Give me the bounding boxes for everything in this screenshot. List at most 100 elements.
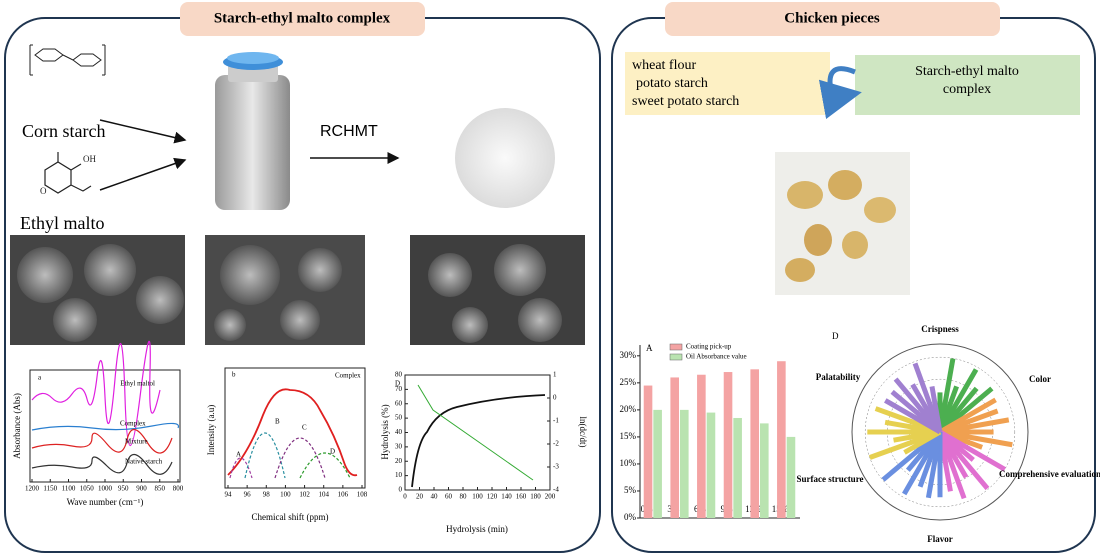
title-pill bbox=[665, 2, 1000, 36]
y-tick-label: 25% bbox=[620, 377, 637, 387]
panel-label: b bbox=[232, 371, 236, 379]
y-tick-label: 30 bbox=[395, 442, 403, 450]
x-tick-label: 98 bbox=[263, 491, 271, 499]
x-tick-label: 1050 bbox=[80, 485, 95, 493]
x-tick-label: 800 bbox=[173, 485, 184, 493]
x-tick-label: 94 bbox=[225, 491, 233, 499]
label: RCHMT bbox=[320, 123, 378, 140]
y-tick-label: 70 bbox=[395, 385, 403, 393]
title-pill bbox=[180, 2, 425, 36]
y-tick-label: 10% bbox=[620, 458, 637, 468]
label: Corn starch bbox=[22, 121, 105, 141]
y-tick-label: 15% bbox=[620, 431, 637, 441]
peak-label: A bbox=[236, 451, 241, 459]
bar bbox=[750, 369, 759, 518]
y-tick-label: 20% bbox=[620, 404, 637, 414]
right-title: Chicken pieces bbox=[784, 10, 880, 26]
peak-label: B bbox=[275, 418, 280, 426]
curve-label: Native starch bbox=[125, 458, 163, 466]
radar-ring bbox=[865, 357, 1016, 508]
x-tick-label: 1000 bbox=[98, 485, 113, 493]
radar-axis-label: Comprehensive evaluation bbox=[999, 469, 1100, 479]
flour: wheat flour bbox=[632, 58, 696, 73]
curve-label: Ethyl maltol bbox=[120, 380, 155, 388]
chart-title: Complex bbox=[335, 372, 361, 380]
axis-label: Wave number (cm⁻¹) bbox=[67, 497, 144, 507]
axis-label: ln(dc/dt) bbox=[578, 417, 588, 448]
x-tick-label: 40 bbox=[431, 493, 439, 501]
panel-label: D bbox=[832, 331, 839, 341]
axis-label: Intensity (a.u) bbox=[206, 405, 216, 455]
x-tick-label: 106 bbox=[338, 491, 349, 499]
legend-swatch bbox=[669, 343, 683, 351]
complex: complex bbox=[943, 82, 991, 97]
y-tick-label: 0 bbox=[399, 486, 403, 494]
x-tick-label: 80 bbox=[460, 493, 468, 501]
y-tick-label: 5% bbox=[624, 485, 637, 495]
x-tick-label: 96 bbox=[244, 491, 252, 499]
bar bbox=[697, 374, 706, 518]
x-tick-label: 120 bbox=[487, 493, 498, 501]
y-tick-label: 0% bbox=[624, 512, 637, 522]
radar-axis-label: Crispness bbox=[921, 324, 959, 334]
bar bbox=[733, 417, 742, 518]
chicken-photo bbox=[775, 152, 910, 295]
starch-structure bbox=[29, 44, 106, 76]
svg-text:OH: OH bbox=[83, 154, 96, 164]
arrow bbox=[818, 66, 862, 120]
x-tick-label: 200 bbox=[545, 493, 556, 501]
y2-tick-label: 1 bbox=[553, 371, 557, 379]
svg-text:O: O bbox=[40, 186, 47, 196]
complex: Starch-ethyl malto bbox=[915, 64, 1019, 79]
peak-label: C bbox=[302, 424, 307, 432]
radar-spoke bbox=[929, 386, 943, 433]
legend-label: Oil Absorbance value bbox=[686, 353, 747, 361]
y-tick-label: 60 bbox=[395, 399, 403, 407]
bar bbox=[670, 377, 679, 518]
x-tick-label: 100 bbox=[472, 493, 483, 501]
x-tick-label: 180 bbox=[530, 493, 541, 501]
flour-box bbox=[625, 52, 830, 115]
radar-axis-label: Flavor bbox=[927, 534, 953, 544]
curve-label: Mixture bbox=[125, 438, 148, 446]
radar-axis-label: Palatability bbox=[816, 372, 861, 382]
x-tick-label: 900 bbox=[136, 485, 147, 493]
legend-swatch bbox=[669, 353, 683, 361]
bar bbox=[777, 361, 786, 518]
powder bbox=[455, 108, 555, 208]
complex-box bbox=[855, 55, 1080, 115]
maltol-structure: O OH bbox=[40, 152, 96, 196]
axis-label: Absorbance (Abs) bbox=[12, 393, 22, 459]
radar-axis-label: Surface structure bbox=[796, 474, 863, 484]
y-tick-label: 30% bbox=[620, 350, 637, 360]
nmr-curves bbox=[227, 388, 358, 479]
bar bbox=[706, 412, 716, 518]
y-tick-label: 40 bbox=[395, 428, 403, 436]
axis-label: Hydrolysis (min) bbox=[446, 524, 508, 534]
curve-label: Complex bbox=[120, 420, 146, 428]
x-tick-label: 1150 bbox=[43, 485, 57, 493]
bar bbox=[643, 385, 653, 518]
arrow bbox=[99, 119, 187, 144]
left-title: Starch-ethyl malto complex bbox=[214, 10, 391, 26]
x-tick-label: 1100 bbox=[62, 485, 76, 493]
x-tick-label: 850 bbox=[155, 485, 166, 493]
arrow bbox=[99, 157, 187, 191]
hyd-curves bbox=[411, 384, 546, 488]
y-tick-label: 20 bbox=[395, 457, 403, 465]
bar bbox=[653, 409, 662, 518]
y2-tick-label: 0 bbox=[553, 394, 557, 402]
flour: sweet potato starch bbox=[632, 94, 739, 109]
nmr-frame bbox=[224, 367, 366, 489]
y-tick-label: 80 bbox=[395, 371, 403, 379]
x-tick-label: 0 bbox=[403, 493, 407, 501]
label: Ethyl malto bbox=[20, 213, 105, 233]
x-tick-label: 108 bbox=[357, 491, 368, 499]
bar bbox=[786, 436, 796, 518]
panel-label: D bbox=[395, 380, 400, 388]
flour: potato starch bbox=[636, 76, 708, 91]
legend-label: Coating pick-up bbox=[686, 343, 732, 351]
axis-label: Hydrolysis (%) bbox=[380, 404, 390, 459]
